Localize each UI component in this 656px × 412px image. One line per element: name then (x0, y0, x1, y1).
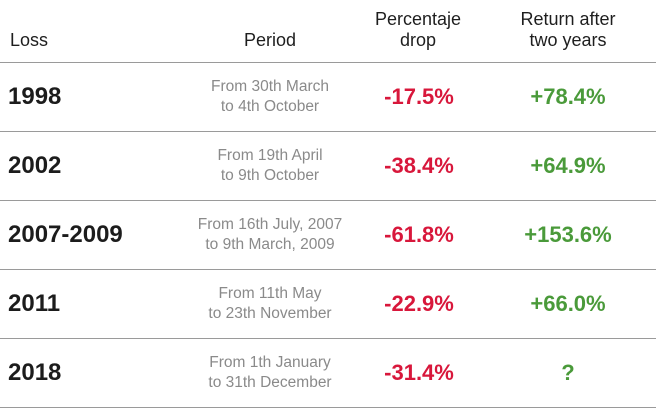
return-value: +64.9% (530, 153, 606, 178)
table-row: 2002 From 19th April to 9th October -38.… (0, 132, 656, 201)
header-return-line1: Return after (520, 9, 616, 29)
period-line2: to 23th November (208, 305, 332, 322)
table-header: Loss Period Percentaje drop Return after… (0, 0, 656, 63)
period-cell: From 30th March to 4th October (170, 77, 370, 117)
period-line2: to 31th December (208, 374, 332, 391)
header-drop-line1: Percentaje (374, 9, 462, 29)
table-row: 2011 From 11th May to 23th November -22.… (0, 270, 656, 339)
header-loss: Loss (10, 30, 49, 50)
table-row: 2018 From 1th January to 31th December -… (0, 339, 656, 408)
return-value: +78.4% (530, 84, 606, 109)
period-cell: From 16th July, 2007 to 9th March, 2009 (170, 215, 370, 255)
table-row: 2007-2009 From 16th July, 2007 to 9th Ma… (0, 201, 656, 270)
loss-year: 1998 (8, 83, 62, 110)
period-line1: From 30th March (210, 78, 329, 95)
drop-value: -61.8% (384, 222, 454, 247)
return-value: ? (561, 360, 575, 385)
return-value: +66.0% (530, 291, 606, 316)
period-line2: to 4th October (220, 98, 320, 115)
period-cell: From 1th January to 31th December (170, 353, 370, 393)
period-line2: to 9th October (220, 167, 320, 184)
table-row: 1998 From 30th March to 4th October -17.… (0, 63, 656, 132)
header-period: Period (243, 30, 297, 50)
period-cell: From 11th May to 23th November (170, 284, 370, 324)
loss-year: 2011 (8, 290, 61, 317)
period-line1: From 11th May (218, 285, 322, 302)
header-percentage-drop: Percentaje drop (358, 9, 478, 51)
period-cell: From 19th April to 9th October (170, 146, 370, 186)
header-return: Return after two years (490, 9, 646, 51)
drop-value: -38.4% (384, 153, 454, 178)
return-value: +153.6% (524, 222, 612, 247)
loss-year: 2007-2009 (8, 221, 123, 248)
header-drop-line2: drop (399, 30, 437, 50)
drop-value: -22.9% (384, 291, 454, 316)
period-line1: From 1th January (209, 354, 331, 371)
header-return-line2: two years (529, 30, 607, 50)
period-line1: From 16th July, 2007 (197, 216, 343, 233)
loss-year: 2018 (8, 359, 62, 386)
period-line1: From 19th April (217, 147, 323, 164)
loss-year: 2002 (8, 152, 62, 179)
drop-value: -17.5% (384, 84, 454, 109)
drop-value: -31.4% (384, 360, 454, 385)
period-line2: to 9th March, 2009 (205, 236, 335, 253)
